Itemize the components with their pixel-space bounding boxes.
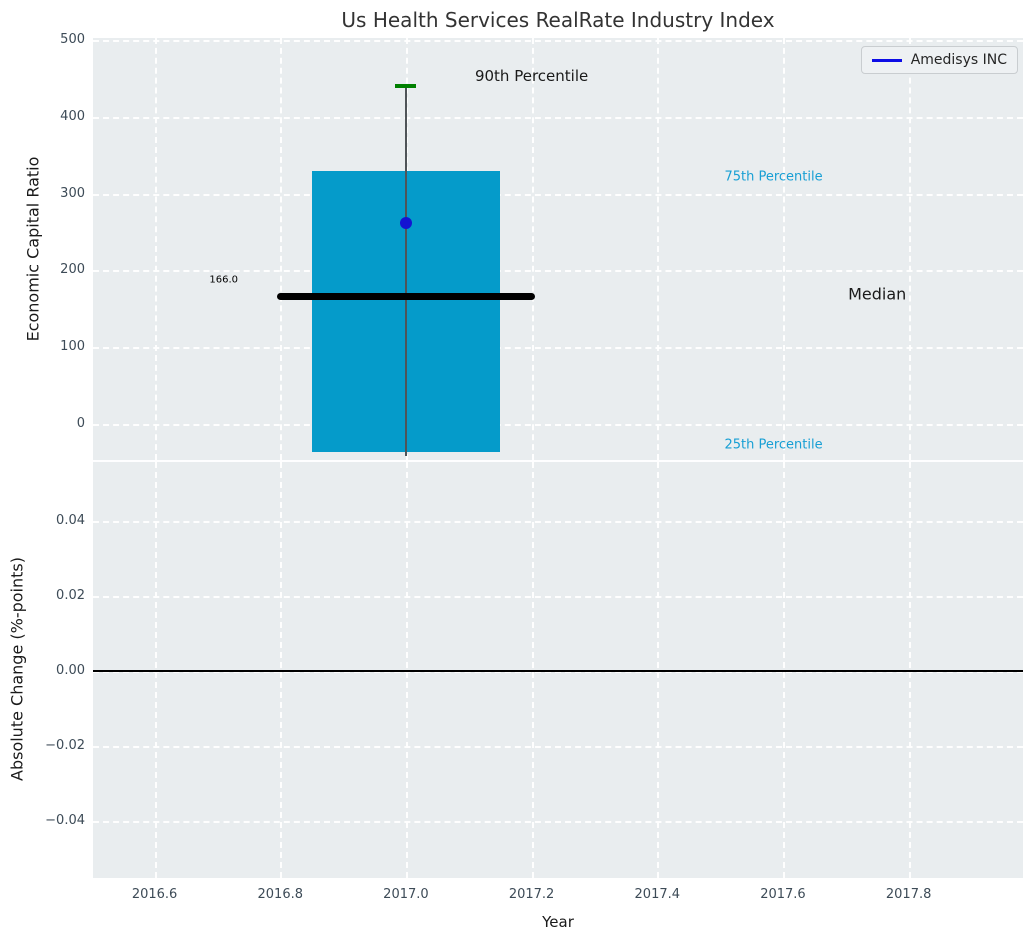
x-tick-label: 2016.8	[258, 886, 304, 904]
x-tick-label: 2017.0	[383, 886, 429, 904]
top-axes: Amedisys INC 90th Percentile 75th Percent…	[93, 38, 1023, 462]
p75-annotation: 75th Percentile	[724, 169, 822, 184]
y-tick-label-bottom: 0.00	[56, 662, 85, 680]
x-tick-label: 2016.6	[132, 886, 178, 904]
gridline-vertical	[280, 38, 282, 460]
p25-annotation: 25th Percentile	[724, 438, 822, 453]
zero-line	[93, 670, 1023, 672]
y-tick-label-top: 500	[60, 31, 85, 49]
gridline-horizontal	[93, 117, 1023, 119]
gridline-horizontal	[93, 40, 1023, 42]
x-tick-label: 2017.6	[760, 886, 806, 904]
gridline-horizontal	[93, 746, 1023, 748]
p90-annotation: 90th Percentile	[475, 67, 588, 85]
y-tick-label-bottom: −0.04	[45, 812, 85, 830]
median-annotation: Median	[848, 284, 906, 303]
company-data-point	[400, 217, 412, 229]
figure: Us Health Services RealRate Industry Ind…	[0, 0, 1034, 942]
gridline-vertical	[783, 38, 785, 460]
y-tick-label-top: 200	[60, 261, 85, 279]
legend-label: Amedisys INC	[911, 52, 1007, 68]
gridline-vertical	[532, 38, 534, 460]
y-tick-label-bottom: 0.04	[56, 512, 85, 530]
legend: Amedisys INC	[861, 46, 1018, 74]
y-axis-label-top: Economic Capital Ratio	[24, 157, 43, 342]
y-tick-label-top: 300	[60, 185, 85, 203]
y-tick-label-bottom: −0.02	[45, 737, 85, 755]
bottom-axes	[93, 462, 1023, 878]
chart-title: Us Health Services RealRate Industry Ind…	[341, 8, 774, 32]
y-tick-label-top: 400	[60, 108, 85, 126]
gridline-horizontal	[93, 424, 1023, 426]
median-line	[277, 293, 535, 300]
gridline-horizontal	[93, 194, 1023, 196]
median-value-annotation: 166.0	[209, 275, 238, 286]
gridline-vertical	[657, 38, 659, 460]
gridline-horizontal	[93, 821, 1023, 823]
x-tick-label: 2017.2	[509, 886, 555, 904]
x-axis-label: Year	[542, 913, 574, 931]
y-axis-label-bottom: Absolute Change (%-points)	[8, 557, 27, 781]
x-tick-label: 2017.4	[635, 886, 681, 904]
y-tick-label-bottom: 0.02	[56, 587, 85, 605]
whisker-cap-90th	[395, 84, 416, 88]
gridline-vertical	[909, 38, 911, 460]
y-tick-label-top: 100	[60, 338, 85, 356]
gridline-horizontal	[93, 270, 1023, 272]
gridline-horizontal	[93, 347, 1023, 349]
legend-line-sample-icon	[872, 59, 902, 62]
y-tick-label-top: 0	[77, 415, 85, 433]
whisker-line	[405, 86, 407, 456]
x-tick-label: 2017.8	[886, 886, 932, 904]
gridline-horizontal	[93, 521, 1023, 523]
gridline-horizontal	[93, 596, 1023, 598]
gridline-vertical	[155, 38, 157, 460]
